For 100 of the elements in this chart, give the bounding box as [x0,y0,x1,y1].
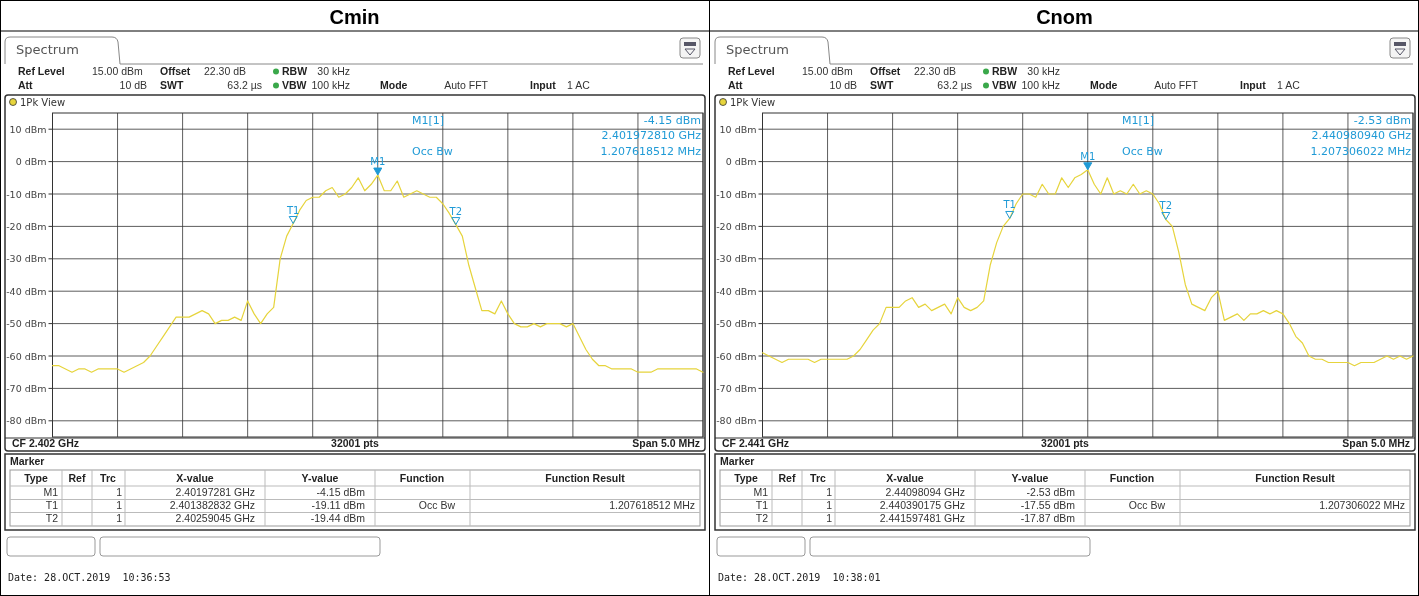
y-tick-label: -80 dBm [6,415,47,427]
text: Ref [778,472,796,484]
annotation: 2.401972810 GHz [601,129,702,142]
text: VBW [992,79,1017,91]
y-tick-label: -80 dBm [716,415,757,427]
text: 30 kHz [1027,65,1060,77]
text: Function [399,472,445,484]
text: -17.87 dBm [1020,512,1076,524]
text: X-value [886,472,924,484]
chart-title: Cnom [1036,6,1093,28]
chart-title: Cmin [329,6,380,28]
text: Date: 28.OCT.2019 10:38:01 [718,572,881,583]
text: Function Result [545,472,626,484]
text: Auto FFT [1154,79,1199,91]
text: 2.401382832 GHz [169,499,255,511]
text: Type [24,472,49,484]
text: 2.441597481 GHz [879,512,965,524]
y-tick-label: 10 dBm [9,123,47,135]
text: Ref Level [728,65,775,77]
annotation: 1.207618512 MHz [600,145,702,158]
text: 1 [826,499,833,511]
text: -4.15 dBm [316,486,366,498]
text: Mode [380,79,408,91]
y-tick-label: -50 dBm [716,318,757,330]
text: Date: 28.OCT.2019 10:36:53 [8,572,171,583]
text: 1 [116,486,123,498]
text: T2 [45,512,59,524]
text: Att [728,79,744,91]
text: Function [1109,472,1155,484]
text: M1 [753,486,769,498]
y-tick-label: -30 dBm [6,253,47,265]
text: Ref [68,472,86,484]
text: 63.2 µs [227,79,262,91]
text: -2.53 dBm [1026,486,1076,498]
text: T1 [45,499,59,511]
y-tick-label: -60 dBm [716,350,757,362]
text: 1Pk View [20,97,66,108]
text: Marker [720,455,755,467]
y-tick-label: -30 dBm [716,253,757,265]
text: 100 kHz [311,79,350,91]
text: 1 AC [1277,79,1301,91]
y-tick-label: -10 dBm [6,188,47,200]
annotation: CF 2.402 GHz [12,437,80,449]
text: Occ Bw [1128,499,1166,511]
text: Trc [100,472,117,484]
annotation: T2 [448,205,463,217]
text: 63.2 µs [937,79,972,91]
text: 1 [116,512,123,524]
text: 10 dB [829,79,857,91]
text: 1 [116,499,123,511]
text: Auto FFT [444,79,489,91]
y-tick-label: -70 dBm [6,382,47,394]
text: Spectrum [726,42,789,57]
text: -19.11 dBm [311,499,366,511]
text: Spectrum [16,42,79,57]
text: RBW [282,65,308,77]
text: T1 [755,499,769,511]
annotation: Span 5.0 MHz [632,437,700,449]
y-tick-label: -70 dBm [716,382,757,394]
text: Marker [10,455,45,467]
annotation: Span 5.0 MHz [1342,437,1410,449]
y-tick-label: -10 dBm [716,188,757,200]
text: Type [734,472,759,484]
text: -17.55 dBm [1020,499,1076,511]
y-tick-label: -40 dBm [6,285,47,297]
text: Mode [1090,79,1118,91]
text: 1.207306022 MHz [1319,499,1405,511]
annotation: Occ Bw [1122,145,1163,158]
text: 2.44098094 GHz [885,486,965,498]
text: Input [530,79,557,91]
text: 2.440390175 GHz [879,499,965,511]
annotation: 32001 pts [331,437,380,449]
text: 1 [826,512,833,524]
text: Input [1240,79,1267,91]
text: SWT [160,79,184,91]
y-tick-label: 0 dBm [725,156,757,168]
annotation: Occ Bw [412,145,453,158]
text: 22.30 dB [204,65,247,77]
text: Function Result [1255,472,1336,484]
text: Trc [810,472,827,484]
text: 100 kHz [1021,79,1060,91]
text: 1 [826,486,833,498]
text: VBW [282,79,307,91]
text: 1.207618512 MHz [609,499,695,511]
text: 1 AC [567,79,591,91]
y-tick-label: -50 dBm [6,318,47,330]
text: 2.40197281 GHz [175,486,255,498]
text: 1Pk View [730,97,776,108]
y-tick-label: 10 dBm [719,123,757,135]
annotation: M1[1] [412,114,445,127]
text: 2.40259045 GHz [175,512,255,524]
text: Offset [870,65,901,77]
annotation: T1 [1002,199,1016,211]
y-tick-label: 0 dBm [15,156,47,168]
text: 10 dB [119,79,147,91]
text: -19.44 dBm [310,512,366,524]
text: M1 [43,486,59,498]
annotation: M1[1] [1122,114,1155,127]
text: Att [18,79,34,91]
annotation: -2.53 dBm [1353,114,1411,127]
